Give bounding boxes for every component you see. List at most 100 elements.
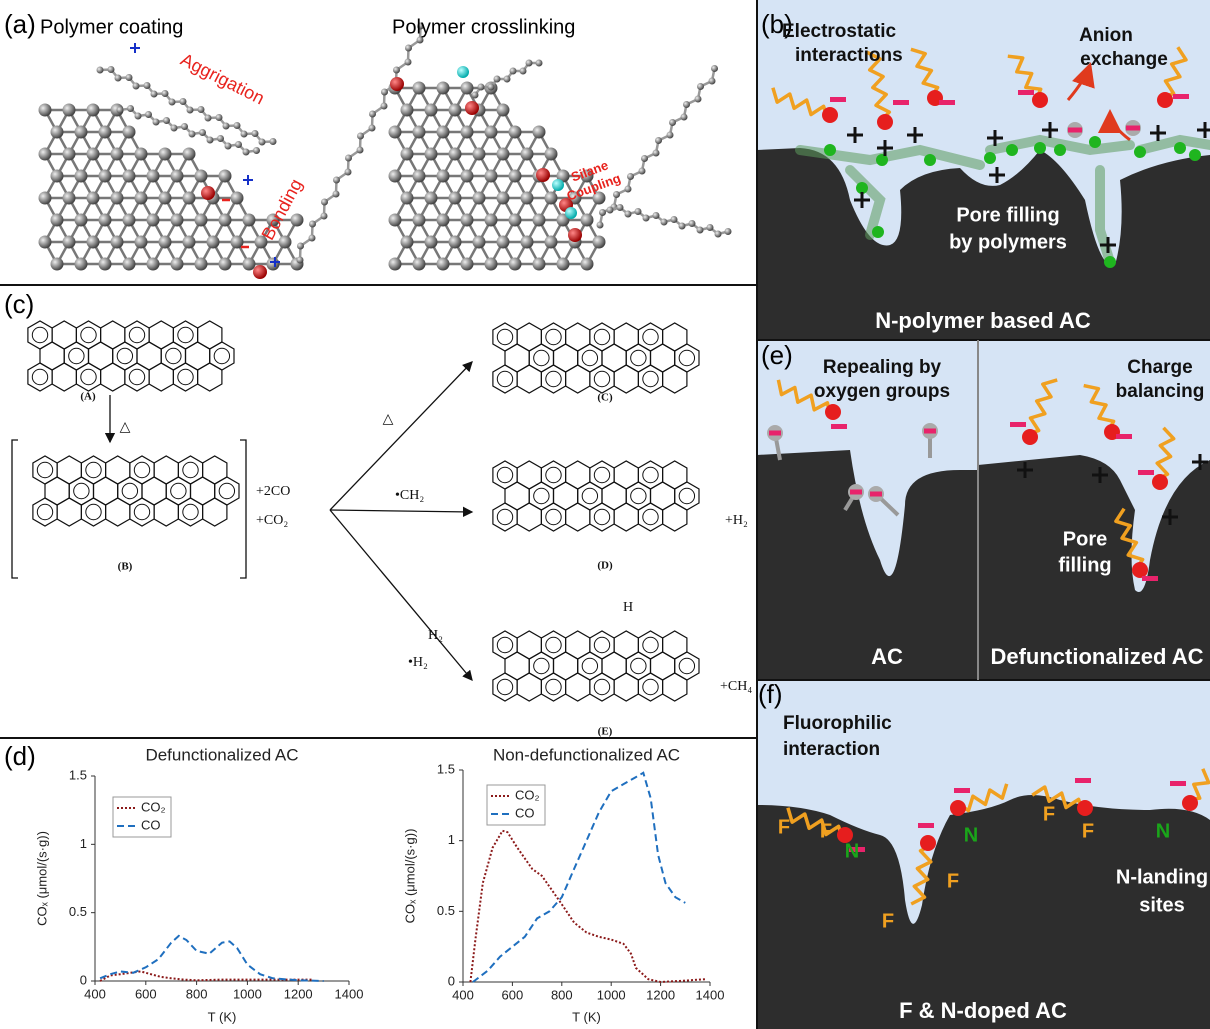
y-axis-label: COₓ (μmol/(s·g)) <box>34 831 49 926</box>
ring <box>517 673 541 701</box>
chain-atom <box>697 227 704 234</box>
chain-atom <box>520 68 527 75</box>
chain-atom <box>526 60 533 67</box>
head-group <box>825 404 841 420</box>
carbon-atom <box>521 192 534 205</box>
carbon-atom <box>99 170 112 183</box>
head-group <box>1132 562 1148 578</box>
aromatic-circle <box>546 679 561 694</box>
label: F & N-doped AC <box>899 998 1067 1023</box>
carbon-atom <box>401 148 414 161</box>
chain-atom <box>357 147 364 154</box>
label: (d) <box>4 741 36 771</box>
carbon-atom <box>63 104 76 117</box>
carbon-atom <box>75 214 88 227</box>
carbon-atom <box>39 192 52 205</box>
carbon-atom <box>389 170 402 183</box>
label: F <box>820 820 832 842</box>
ring <box>590 323 614 351</box>
aromatic-circle <box>643 637 658 652</box>
ring <box>137 342 161 370</box>
ring <box>210 342 234 370</box>
aromatic-circle <box>117 348 132 363</box>
label: H <box>623 600 633 615</box>
ring <box>590 365 614 393</box>
carbon-atom <box>243 214 256 227</box>
aromatic-circle <box>546 371 561 386</box>
aromatic-circle <box>129 327 144 342</box>
chain-atom <box>133 83 140 90</box>
head-group <box>1182 795 1198 811</box>
label: (D) <box>597 560 613 572</box>
ring <box>33 498 57 526</box>
carbon-atom <box>461 214 474 227</box>
oxygen-atom <box>253 265 267 279</box>
aromatic-circle <box>643 467 658 482</box>
chart-title: Defunctionalized AC <box>145 745 298 764</box>
label: H₂ <box>428 628 443 643</box>
carbon-atom <box>545 192 558 205</box>
ring <box>590 631 614 659</box>
ring <box>154 498 178 526</box>
reaction-arrows <box>12 362 472 680</box>
polymer-site <box>824 144 836 156</box>
carbon-atom <box>75 126 88 139</box>
aromatic-circle <box>594 637 609 652</box>
chain-atom <box>243 149 250 156</box>
carbon-atom <box>533 126 546 139</box>
x-tick-label: 1400 <box>696 987 725 1002</box>
chain-atom <box>697 83 704 90</box>
y-tick-label: 0.5 <box>437 903 455 918</box>
ring <box>566 365 590 393</box>
aromatic-circle <box>134 504 149 519</box>
ring <box>178 498 202 526</box>
carbon-atom <box>401 236 414 249</box>
carbon-atom <box>485 258 498 271</box>
label: Repealing by <box>823 357 942 378</box>
aromatic-circle <box>166 348 181 363</box>
figure: (a)Polymer coatingPolymer crosslinkingAg… <box>0 0 1210 1029</box>
carbon-atom <box>267 258 280 271</box>
label: Polymer crosslinking <box>392 16 575 38</box>
chain-atom <box>199 129 206 136</box>
chain-atom <box>472 92 479 99</box>
oxygen-atom <box>201 186 215 200</box>
chain-atom <box>625 211 632 218</box>
aromatic-circle <box>643 329 658 344</box>
carbon-atom <box>401 192 414 205</box>
ring <box>541 503 565 531</box>
polymer-site <box>1174 142 1186 154</box>
silicon-atom <box>457 66 469 78</box>
carbon-atom <box>485 170 498 183</box>
carbon-atom <box>135 236 148 249</box>
chart-title: Non-defunctionalized AC <box>493 745 680 764</box>
chain-atom <box>357 133 364 140</box>
carbon-atom <box>75 170 88 183</box>
carbon-atom <box>521 236 534 249</box>
aromatic-circle <box>631 350 646 365</box>
carbon-atom <box>413 82 426 95</box>
ring <box>76 321 100 349</box>
ring <box>566 503 590 531</box>
label: Pore <box>1063 528 1107 550</box>
chain-atom <box>381 89 388 96</box>
carbon-atom <box>581 214 594 227</box>
carbon-atom <box>219 214 232 227</box>
legend-label: CO₂ <box>515 787 540 802</box>
carbon-atom <box>219 170 232 183</box>
aromatic-circle <box>582 658 597 673</box>
chain-atom <box>653 150 660 157</box>
label: F <box>1082 820 1094 842</box>
chain-atom <box>536 60 543 67</box>
aromatic-circle <box>643 679 658 694</box>
ring <box>493 365 517 393</box>
aromatic-circle <box>32 327 47 342</box>
carbon-atom <box>195 258 208 271</box>
ring <box>173 321 197 349</box>
ring <box>186 342 210 370</box>
ring <box>505 652 529 680</box>
aromatic-circle <box>594 679 609 694</box>
x-tick-label: 400 <box>452 987 474 1002</box>
head-group <box>1152 474 1168 490</box>
chain-atom <box>504 76 511 83</box>
